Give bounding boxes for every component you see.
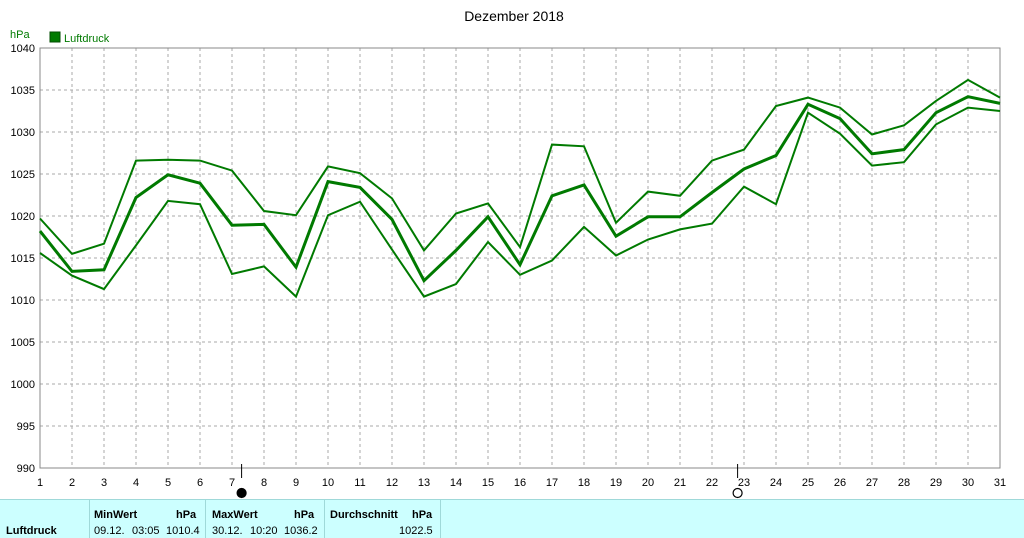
x-tick-label: 24 bbox=[770, 477, 782, 489]
min-date: 09.12. bbox=[94, 525, 125, 537]
stats-panel: Luftdruck MinWert hPa 09.12. 03:05 1010.… bbox=[0, 499, 1024, 538]
min-value: 1010.4 bbox=[166, 525, 200, 537]
x-tick-label: 23 bbox=[738, 477, 750, 489]
x-tick-label: 20 bbox=[642, 477, 654, 489]
legend-label: Luftdruck bbox=[64, 33, 110, 45]
y-tick-label: 1015 bbox=[11, 253, 35, 265]
x-tick-label: 6 bbox=[197, 477, 203, 489]
y-tick-label: 1030 bbox=[11, 127, 35, 139]
x-tick-label: 5 bbox=[165, 477, 171, 489]
x-tick-label: 31 bbox=[994, 477, 1006, 489]
max-time: 10:20 bbox=[250, 525, 278, 537]
legend-swatch bbox=[49, 31, 61, 43]
x-tick-label: 18 bbox=[578, 477, 590, 489]
chart-title: Dezember 2018 bbox=[464, 8, 564, 24]
x-tick-label: 2 bbox=[69, 477, 75, 489]
x-tick-label: 26 bbox=[834, 477, 846, 489]
full-moon-icon bbox=[236, 487, 247, 499]
x-tick-label: 28 bbox=[898, 477, 910, 489]
y-tick-label: 1010 bbox=[11, 295, 35, 307]
x-tick-label: 16 bbox=[514, 477, 526, 489]
y-tick-label: 995 bbox=[17, 421, 35, 433]
max-value: 1036.2 bbox=[284, 525, 318, 537]
series-line-min bbox=[39, 106, 1001, 299]
x-tick-label: 27 bbox=[866, 477, 878, 489]
avg-unit: hPa bbox=[412, 509, 433, 521]
stats-avg: Durchschnitt hPa 1022.5 bbox=[325, 500, 441, 538]
x-tick-label: 30 bbox=[962, 477, 974, 489]
min-label: MinWert bbox=[94, 509, 138, 521]
min-time: 03:05 bbox=[132, 525, 160, 537]
x-tick-label: 13 bbox=[418, 477, 430, 489]
plot-area-border bbox=[39, 47, 1001, 469]
x-tick-label: 4 bbox=[133, 477, 139, 489]
max-unit: hPa bbox=[294, 509, 315, 521]
stats-min: MinWert hPa 09.12. 03:05 1010.4 bbox=[90, 500, 206, 538]
x-tick-label: 19 bbox=[610, 477, 622, 489]
x-tick-label: 11 bbox=[354, 477, 365, 489]
x-tick-label: 3 bbox=[101, 477, 107, 489]
x-tick-label: 17 bbox=[546, 477, 558, 489]
x-tick-label: 7 bbox=[229, 477, 235, 489]
x-tick-label: 10 bbox=[322, 477, 334, 489]
x-tick-label: 29 bbox=[930, 477, 942, 489]
x-tick-label: 25 bbox=[802, 477, 814, 489]
series-line-max bbox=[39, 78, 1001, 255]
min-unit: hPa bbox=[176, 509, 197, 521]
x-tick-label: 12 bbox=[386, 477, 398, 489]
y-tick-label: 1035 bbox=[11, 85, 35, 97]
stats-max: MaxWert hPa 30.12. 10:20 1036.2 bbox=[206, 500, 325, 538]
avg-label: Durchschnitt bbox=[330, 509, 398, 521]
pressure-chart: Dezember 2018 hPa Luftdruck 990 995 1000 10… bbox=[10, 8, 1006, 499]
avg-value: 1022.5 bbox=[399, 525, 433, 537]
x-tick-label: 22 bbox=[706, 477, 718, 489]
new-moon-icon bbox=[732, 487, 743, 499]
x-tick-label: 1 bbox=[37, 477, 43, 489]
stats-series-label: Luftdruck bbox=[6, 525, 57, 537]
x-tick-label: 14 bbox=[450, 477, 462, 489]
x-tick-label: 15 bbox=[482, 477, 494, 489]
x-tick-label: 8 bbox=[261, 477, 267, 489]
y-tick-label: 1020 bbox=[11, 211, 35, 223]
y-tick-label: 1040 bbox=[11, 43, 35, 55]
max-label: MaxWert bbox=[212, 509, 258, 521]
series-line-mean bbox=[38, 95, 1001, 284]
x-tick-label: 9 bbox=[293, 477, 299, 489]
x-tick-label: 21 bbox=[674, 477, 686, 489]
y-tick-label: 990 bbox=[17, 463, 35, 475]
y-axis-unit-label: hPa bbox=[10, 29, 30, 41]
y-tick-label: 1005 bbox=[11, 337, 35, 349]
max-date: 30.12. bbox=[212, 525, 243, 537]
y-tick-label: 1025 bbox=[11, 169, 35, 181]
y-tick-label: 1000 bbox=[11, 379, 35, 391]
